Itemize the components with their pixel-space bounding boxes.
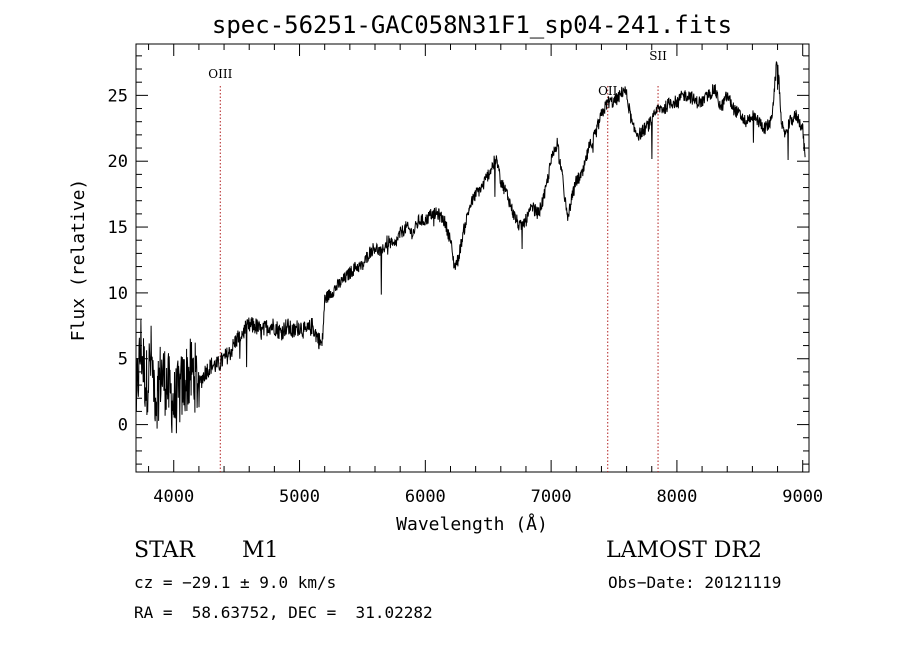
x-tick-label: 7000 xyxy=(531,487,572,507)
object-class: STAR xyxy=(134,538,195,563)
spectrum-line xyxy=(136,62,805,434)
coordinates: RA = 58.63752, DEC = 31.02282 xyxy=(134,603,433,622)
x-tick-label: 5000 xyxy=(279,487,320,507)
y-tick-label: 0 xyxy=(118,416,128,436)
axis-ticks: 4000 5000 6000 7000 8000 9000 0 5 10 15 20 25 xyxy=(108,44,824,507)
x-tick-label: 8000 xyxy=(656,487,697,507)
x-tick-label: 9000 xyxy=(782,487,823,507)
object-subclass: M1 xyxy=(242,538,279,563)
x-tick-label: 4000 xyxy=(153,487,194,507)
y-tick-label: 20 xyxy=(108,152,128,172)
marker-label: OII xyxy=(598,84,618,98)
chart-title: spec-56251-GAC058N31F1_sp04-241.fits xyxy=(212,11,732,39)
observation-date: Obs−Date: 20121119 xyxy=(608,573,781,592)
y-tick-label: 5 xyxy=(118,350,128,370)
line-markers: OIII OII SII xyxy=(208,49,667,472)
survey-name: LAMOST DR2 xyxy=(606,538,762,563)
redshift-velocity: cz = −29.1 ± 9.0 km/s xyxy=(134,573,336,592)
plot-frame xyxy=(136,44,809,472)
marker-label: SII xyxy=(649,49,667,63)
marker-label: OIII xyxy=(208,67,232,81)
x-tick-label: 6000 xyxy=(405,487,446,507)
y-tick-label: 15 xyxy=(108,218,128,238)
y-tick-label: 10 xyxy=(108,284,128,304)
y-tick-label: 25 xyxy=(108,86,128,106)
y-axis-label: Flux (relative) xyxy=(68,179,89,342)
x-axis-label: Wavelength (Å) xyxy=(396,513,548,535)
